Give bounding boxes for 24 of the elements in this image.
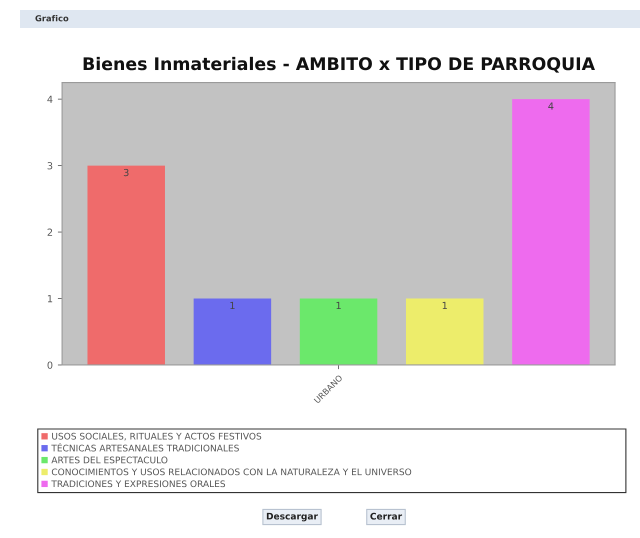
- y-tick-label: 4: [47, 96, 53, 103]
- text: Cerrar: [370, 512, 402, 520]
- data-label: 1: [442, 302, 447, 309]
- bar: [194, 298, 272, 365]
- bar: [512, 99, 590, 365]
- bar: [406, 298, 484, 365]
- legend-label: ARTES DEL ESPECTACULO: [51, 456, 168, 464]
- data-label: 1: [336, 302, 341, 309]
- bar: [300, 298, 378, 365]
- data-label: 4: [548, 102, 554, 110]
- data-label: 1: [230, 302, 235, 309]
- bar: [87, 166, 165, 365]
- legend-label: CONOCIMIENTOS Y USOS RELACIONADOS CON LA NATURALEZA Y EL UNIVERSO: [52, 468, 412, 476]
- text: Descargar: [266, 512, 318, 522]
- chart-title: Bienes Inmateriales - AMBITO x TIPO DE PARROQUIA: [84, 56, 595, 73]
- y-tick-label: 0: [48, 361, 52, 369]
- legend-label: USOS SOCIALES, RITUALES Y ACTOS FESTIVOS: [52, 432, 262, 441]
- legend-label: TRADICIONES Y EXPRESIONES ORALES: [51, 480, 226, 488]
- data-label: 3: [124, 168, 129, 176]
- y-tick-label: 1: [48, 295, 52, 302]
- y-tick-label: 3: [48, 162, 52, 170]
- text: Grafico: [35, 14, 68, 22]
- legend-label: TÉCNICAS ARTESANALES TRADICIONALES: [51, 443, 239, 452]
- y-tick-label: 2: [48, 228, 52, 236]
